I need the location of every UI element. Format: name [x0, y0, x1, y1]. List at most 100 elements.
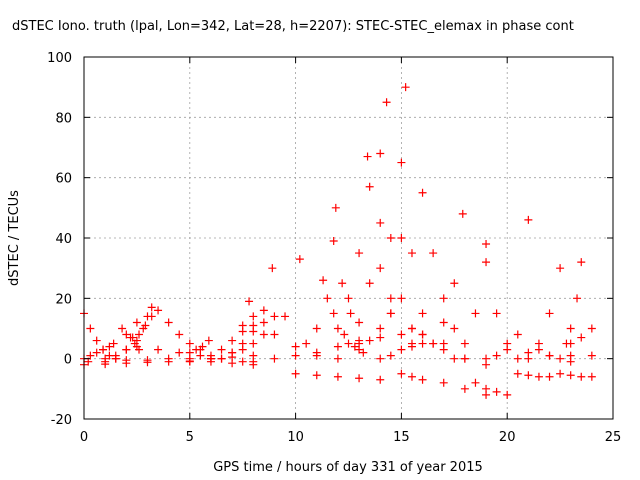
data-point — [397, 234, 406, 242]
data-point — [346, 309, 355, 318]
data-point — [175, 348, 184, 357]
data-point — [429, 249, 438, 258]
data-point — [376, 149, 385, 158]
y-tick-labels: -20 0 20 40 60 80 100 — [47, 51, 72, 428]
data-point — [122, 330, 131, 339]
data-point — [460, 339, 469, 348]
data-point — [312, 348, 321, 357]
data-point — [270, 312, 279, 321]
data-point — [397, 369, 406, 378]
data-point — [566, 339, 575, 348]
y-tick-label: -20 — [51, 413, 72, 428]
data-point — [439, 345, 448, 354]
y-tick-label: 0 — [64, 353, 72, 368]
data-point — [376, 354, 385, 363]
data-point — [291, 342, 300, 351]
data-point — [513, 369, 522, 378]
series-42 — [562, 258, 586, 348]
data-point — [344, 294, 353, 303]
series-36 — [482, 258, 522, 363]
data-point — [492, 387, 501, 396]
data-point — [482, 258, 491, 267]
data-point — [386, 309, 395, 318]
y-tick-label: 80 — [55, 111, 72, 126]
data-point — [397, 158, 406, 167]
data-point — [249, 312, 258, 321]
series-25 — [365, 182, 416, 351]
data-point — [566, 351, 575, 360]
series-1 — [80, 339, 118, 363]
data-point — [365, 279, 374, 288]
data-point — [365, 336, 374, 345]
data-point — [331, 203, 340, 212]
data-point — [386, 351, 395, 360]
data-point — [355, 336, 364, 345]
data-point — [418, 339, 427, 348]
series-22 — [333, 152, 372, 333]
data-point — [418, 309, 427, 318]
data-point — [556, 354, 565, 363]
data-point — [418, 375, 427, 384]
series-21 — [329, 237, 364, 345]
data-point — [111, 354, 120, 363]
data-point — [418, 188, 427, 197]
data-point — [439, 378, 448, 387]
data-point — [382, 98, 391, 107]
data-point — [407, 339, 416, 348]
data-point — [302, 339, 311, 348]
data-point — [141, 321, 150, 330]
data-point — [118, 324, 127, 333]
data-point — [577, 372, 586, 381]
data-point — [407, 324, 416, 333]
series-44 — [524, 348, 596, 360]
data-point — [164, 354, 173, 363]
data-point — [291, 351, 300, 360]
data-point — [122, 356, 131, 365]
data-point — [492, 351, 501, 360]
data-point — [524, 348, 533, 357]
data-point — [355, 345, 364, 354]
data-point — [86, 351, 95, 360]
data-point — [458, 209, 467, 218]
data-point — [105, 342, 114, 351]
x-tick-label: 5 — [186, 430, 194, 445]
series-34 — [450, 240, 491, 363]
data-point — [259, 330, 268, 339]
x-tick-label: 20 — [499, 430, 516, 445]
data-point — [312, 324, 321, 333]
data-point — [270, 354, 279, 363]
data-point — [175, 330, 184, 339]
series-37 — [482, 215, 533, 363]
data-point — [534, 372, 543, 381]
data-point — [238, 357, 247, 366]
data-point — [135, 330, 144, 339]
data-point — [291, 369, 300, 378]
data-point — [319, 276, 328, 285]
x-tick-label: 0 — [80, 430, 88, 445]
series-7 — [135, 306, 163, 339]
series-18 — [291, 369, 385, 384]
series-30 — [397, 369, 491, 399]
data-point — [513, 330, 522, 339]
series-38 — [513, 369, 554, 381]
series-33 — [429, 209, 467, 348]
data-point — [524, 371, 533, 380]
data-point — [577, 333, 586, 342]
series-41 — [556, 369, 596, 381]
series-9 — [164, 318, 226, 363]
axis-ticks — [83, 56, 614, 420]
data-point — [355, 249, 364, 258]
data-point — [238, 345, 247, 354]
x-tick-labels: 0 5 10 15 20 25 — [80, 430, 621, 445]
data-point — [147, 303, 156, 312]
data-point — [363, 152, 372, 161]
series-19 — [302, 203, 340, 348]
data-point — [323, 294, 332, 303]
y-tick-label: 60 — [55, 172, 72, 187]
data-point — [92, 348, 101, 357]
series-15 — [238, 312, 279, 336]
series-35 — [471, 378, 512, 399]
data-points — [80, 83, 596, 399]
data-point — [147, 312, 156, 321]
data-point — [545, 351, 554, 360]
